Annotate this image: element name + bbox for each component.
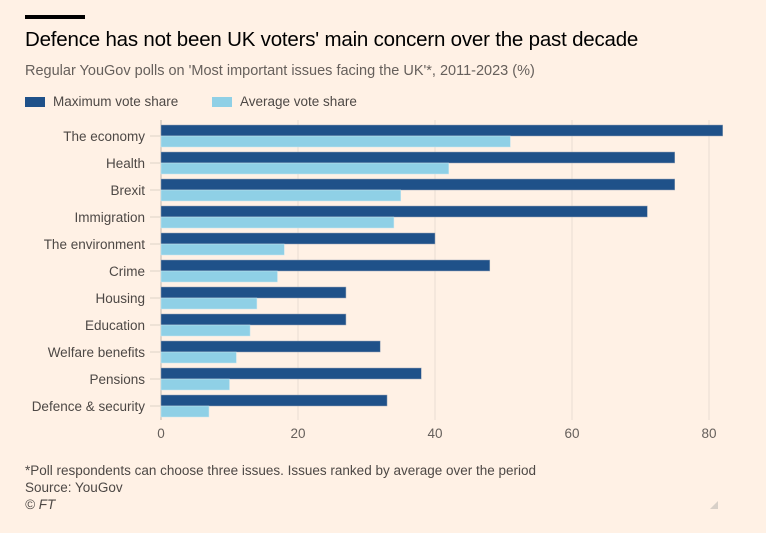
chart-subtitle: Regular YouGov polls on 'Most important …	[25, 63, 535, 79]
x-tick-label-20: 20	[290, 426, 305, 441]
category-label: Defence & security	[32, 399, 146, 414]
bar-maximum	[160, 286, 347, 299]
bar-maximum	[160, 394, 388, 407]
footnote: *Poll respondents can choose three issue…	[25, 463, 537, 478]
category-label: The economy	[63, 129, 145, 144]
bar-average	[160, 135, 511, 148]
bar-average	[160, 405, 210, 418]
category-label: Pensions	[89, 372, 145, 387]
bar-maximum	[160, 259, 491, 272]
category-label: Brexit	[110, 183, 145, 198]
category-label: Crime	[109, 264, 145, 279]
legend-swatch-maximum	[25, 96, 45, 107]
bar-average	[160, 189, 401, 202]
category-label: Housing	[95, 291, 145, 306]
ft-credit: © FT	[25, 497, 56, 512]
category-label: Immigration	[74, 210, 145, 225]
footer: *Poll respondents can choose three issue…	[25, 462, 536, 513]
bar-maximum	[160, 313, 347, 326]
bar-average	[160, 324, 251, 337]
legend-item-average: Average vote share	[212, 94, 357, 109]
bar-average	[160, 297, 258, 310]
category-label: Welfare benefits	[48, 345, 146, 360]
bar-average	[160, 270, 278, 283]
x-tick-label-0: 0	[157, 426, 165, 441]
bar-average	[160, 216, 395, 229]
source-note: Source: YouGov	[25, 480, 123, 495]
bar-average	[160, 162, 449, 175]
bar-maximum	[160, 151, 675, 164]
category-label: The environment	[44, 237, 146, 252]
legend-swatch-average	[212, 96, 232, 107]
bar-maximum	[160, 178, 675, 191]
x-tick-label-80: 80	[701, 426, 716, 441]
category-label: Health	[106, 156, 145, 171]
top-rule	[25, 15, 85, 19]
resize-handle-icon[interactable]	[710, 501, 718, 509]
bar-average	[160, 378, 230, 391]
category-label: Education	[85, 318, 145, 333]
bar-average	[160, 351, 237, 364]
bar-maximum	[160, 340, 381, 353]
bar-average	[160, 243, 285, 256]
legend-item-maximum: Maximum vote share	[25, 94, 178, 109]
chart-title: Defence has not been UK voters' main con…	[25, 28, 639, 51]
x-tick-label-60: 60	[564, 426, 579, 441]
legend-label-maximum: Maximum vote share	[53, 94, 179, 109]
bar-maximum	[160, 367, 422, 380]
x-tick-label-40: 40	[427, 426, 442, 441]
bar-maximum	[160, 124, 723, 137]
bar-maximum	[160, 205, 648, 218]
bar-maximum	[160, 232, 436, 245]
legend-label-average: Average vote share	[240, 94, 357, 109]
